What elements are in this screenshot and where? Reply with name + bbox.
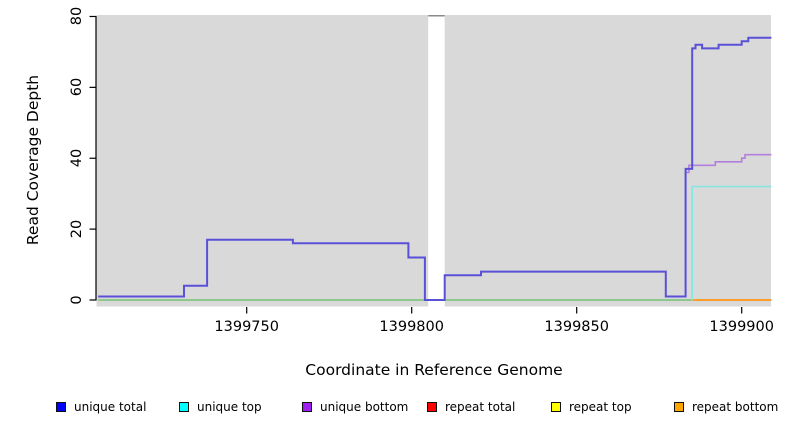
legend-swatch-unique-total (56, 402, 66, 412)
legend-label: unique top (197, 400, 262, 414)
x-tick-label-1399800: 1399800 (379, 319, 444, 335)
legend-label: unique bottom (320, 400, 409, 414)
y-tick-label-0: 0 (69, 295, 85, 305)
legend-swatch-repeat-top (551, 402, 561, 412)
y-tick-label-40: 40 (69, 149, 85, 168)
legend-item-repeat-bottom: repeat bottom (674, 398, 778, 416)
y-axis-title: Read Coverage Depth (24, 74, 42, 246)
legend-item-repeat-top: repeat top (551, 398, 632, 416)
legend-swatch-repeat-bottom (674, 402, 684, 412)
y-tick-label-20: 20 (69, 219, 85, 239)
legend-label: unique total (74, 400, 147, 414)
x-tick-label-1399850: 1399850 (544, 319, 609, 335)
legend-item-repeat-total: repeat total (427, 398, 515, 416)
x-axis-title: Coordinate in Reference Genome (305, 361, 563, 379)
legend-label: repeat total (445, 400, 516, 414)
no-data-gap-band (428, 15, 445, 307)
legend-label: repeat top (569, 400, 632, 414)
series-unique-total-line (98, 36, 772, 301)
x-tick-label-1399900: 1399900 (709, 319, 774, 335)
legend-item-unique-total: unique total (56, 398, 146, 416)
series-unique-bottom-line (684, 153, 772, 297)
legend: unique total unique top unique bottom repea… (0, 398, 792, 418)
y-tick-label-80: 80 (69, 7, 85, 26)
legend-item-unique-bottom: unique bottom (302, 398, 408, 416)
y-tick-label-60: 60 (69, 78, 85, 97)
x-tick-label-1399750: 1399750 (214, 319, 279, 335)
legend-label: repeat bottom (692, 400, 779, 414)
legend-swatch-repeat-total (427, 402, 437, 412)
legend-swatch-unique-top (179, 402, 189, 412)
legend-item-unique-top: unique top (179, 398, 262, 416)
legend-swatch-unique-bottom (302, 402, 312, 412)
series-unique-top-line (691, 185, 772, 300)
